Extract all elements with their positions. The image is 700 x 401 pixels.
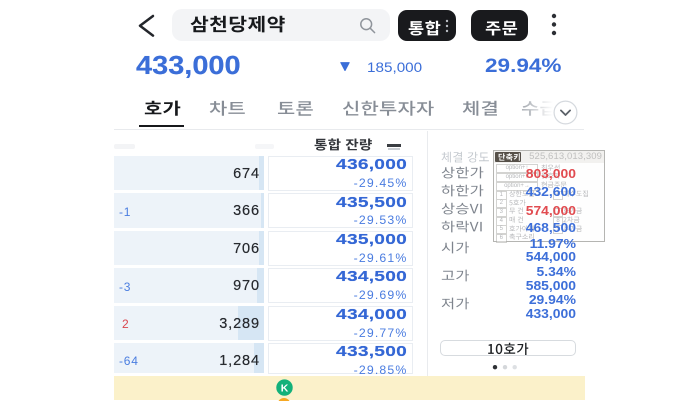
svg-text:K: K xyxy=(280,382,288,394)
